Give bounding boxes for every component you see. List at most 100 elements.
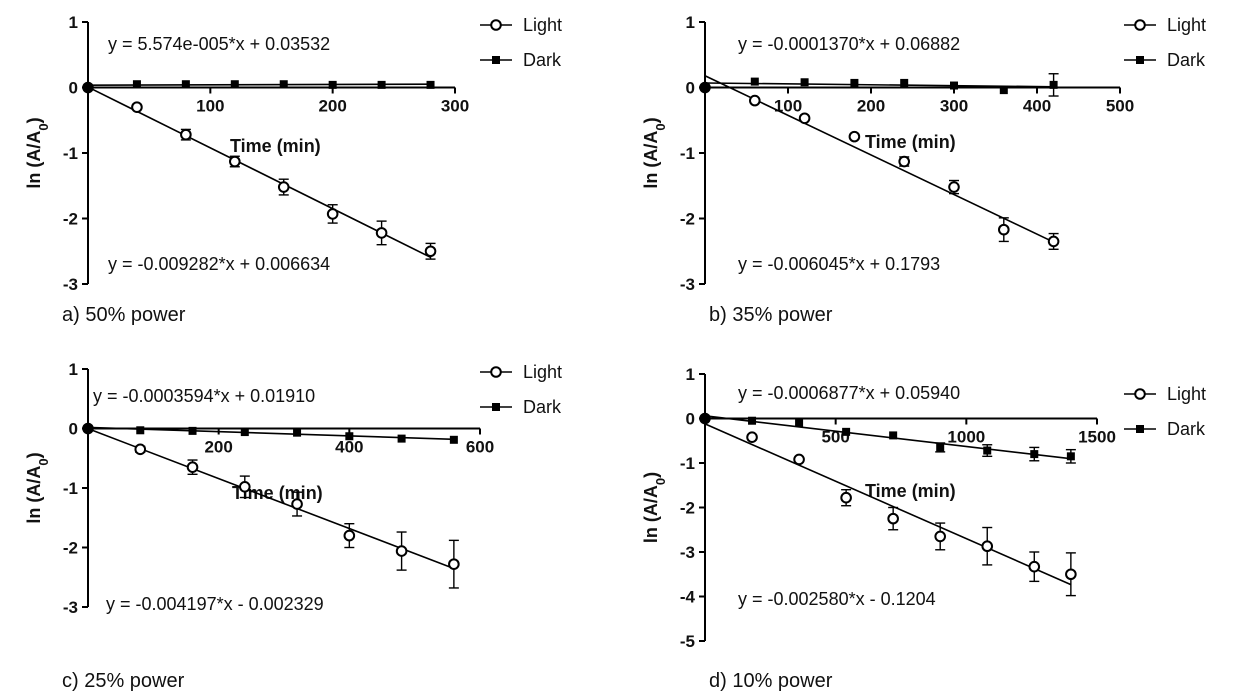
x-tick-label-a: 100 [196, 97, 224, 116]
data-point-light-d [746, 431, 758, 443]
data-point-light-b [1047, 235, 1060, 248]
data-point-light-a [131, 101, 143, 113]
x-tick-label-b: 300 [940, 97, 968, 116]
data-point-dark-a [377, 80, 386, 89]
y-tick-label-d: -1 [680, 454, 695, 473]
data-point-dark-b [750, 77, 759, 86]
x-tick-label-d: 1000 [947, 428, 985, 447]
data-point-light-c [239, 481, 251, 493]
data-point-dark-c [240, 428, 249, 437]
chart-panel-c: 1 0 -1 -2 -3 200 400 600 Time (min) ln (A/A0) y = … [0, 347, 617, 694]
y-tick-label-d: 1 [686, 365, 695, 384]
chart-caption-b: b) 35% power [709, 304, 833, 326]
data-point-light-d [887, 512, 899, 525]
y-tick-label-c: 0 [69, 420, 78, 439]
y-tick-label-b: 0 [686, 79, 695, 98]
y-tick-label-b: 1 [686, 13, 695, 32]
data-point-dark-a [230, 80, 239, 89]
data-point-dark-b [1049, 80, 1058, 89]
data-point-dark-b [900, 78, 909, 87]
x-tick-label-b: 500 [1106, 97, 1134, 116]
data-point-dark-d [1030, 450, 1039, 459]
data-point-dark-b [999, 86, 1008, 95]
chart-svg-c: 1 0 -1 -2 -3 200 400 600 Time (min) ln (A/A0) y = … [24, 360, 562, 617]
data-point-dark-d [842, 427, 851, 436]
legend-label-dark-c: Dark [523, 397, 562, 417]
x-tick-label-b: 400 [1023, 97, 1051, 116]
data-point-light-b [948, 181, 960, 193]
data-point-light-c [291, 498, 303, 510]
equation-dark-c: y = -0.0003594*x + 0.01910 [93, 386, 315, 406]
fit-line-light-c [87, 427, 455, 570]
fit-line-dark-c [87, 426, 454, 441]
x-tick-label-a: 200 [318, 97, 346, 116]
x-axis-label-c: Time (min) [232, 483, 323, 503]
y-tick-label-d: -3 [680, 543, 695, 562]
legend-label-light-c: Light [523, 362, 562, 382]
x-tick-label-c: 200 [204, 438, 232, 457]
data-point-dark-c [293, 428, 302, 437]
legend-item-light-a: Light [480, 15, 562, 35]
data-point-dark-a [328, 80, 337, 89]
data-point-dark-b [800, 78, 809, 87]
legend-label-light-a: Light [523, 15, 562, 35]
data-point-dark-c [449, 435, 458, 444]
y-tick-label-d: -4 [680, 588, 696, 607]
data-point-dark-c [345, 432, 354, 441]
x-tick-label-b: 200 [857, 97, 885, 116]
equation-dark-a: y = 5.574e-005*x + 0.03532 [108, 34, 330, 54]
legend-label-light-d: Light [1167, 384, 1206, 404]
legend-b: Light Dark [1124, 15, 1206, 70]
y-tick-label-c: -3 [63, 598, 78, 617]
data-point-light-b [998, 223, 1010, 236]
chart-svg-b: 1 0 -1 -2 -3 100 200 300 400 500 Time (min) ln (A/A… [641, 13, 1206, 294]
data-point-dark-c [188, 426, 197, 435]
y-tick-label-a: -1 [63, 144, 78, 163]
data-point-light-a [375, 227, 388, 239]
chart-svg-a: 1 0 -1 -2 -3 100 200 300 Time (min) ln (A/A0) y = … [24, 13, 562, 294]
data-point-dark-a [279, 80, 288, 89]
x-axis-label-b: Time (min) [865, 132, 956, 152]
y-axis-label-c: ln (A/A0) [24, 452, 51, 523]
data-point-dark-d [701, 414, 709, 423]
data-point-dark-d [889, 431, 898, 440]
fit-line-light-b [704, 75, 1054, 243]
data-point-light-c [134, 443, 147, 456]
data-point-dark-b [950, 81, 958, 90]
data-point-light-a [277, 181, 290, 193]
chart-panel-b: 1 0 -1 -2 -3 100 200 300 400 500 Time (min) ln (A/A… [617, 0, 1234, 347]
legend-label-dark-b: Dark [1167, 50, 1206, 70]
legend-item-dark-d: Dark [1124, 419, 1206, 439]
data-point-dark-a [426, 80, 435, 89]
legend-label-dark-d: Dark [1167, 419, 1206, 439]
data-point-light-b [798, 112, 811, 125]
x-axis-label-a: Time (min) [230, 136, 321, 156]
data-point-dark-c [84, 424, 92, 433]
data-point-dark-a [132, 80, 141, 89]
data-point-light-d [793, 453, 805, 466]
data-point-light-b [848, 130, 861, 143]
data-point-light-c [395, 545, 408, 557]
data-point-dark-d [936, 443, 945, 452]
legend-item-light-d: Light [1124, 384, 1206, 404]
data-point-dark-a [84, 83, 92, 92]
fit-line-dark-a [87, 83, 431, 86]
y-axis-label-b: ln (A/A0) [641, 117, 668, 188]
data-point-light-d [934, 530, 947, 543]
chart-caption-c: c) 25% power [62, 670, 185, 692]
data-point-light-d [1065, 568, 1077, 581]
data-point-light-c [186, 461, 199, 473]
equation-light-a: y = -0.009282*x + 0.006634 [108, 254, 330, 274]
fit-line-light-d [704, 423, 1072, 586]
legend-label-light-b: Light [1167, 15, 1206, 35]
chart-panel-a: 1 0 -1 -2 -3 100 200 300 Time (min) ln (A/A0) y = … [0, 0, 617, 347]
y-tick-label-c: -1 [63, 479, 78, 498]
y-tick-label-b: -3 [680, 275, 695, 294]
legend-item-dark-c: Dark [480, 397, 562, 417]
x-tick-label-d: 1500 [1078, 428, 1116, 447]
legend-d: Light Dark [1124, 384, 1206, 439]
data-point-light-b [749, 94, 761, 107]
data-point-light-a [326, 208, 339, 220]
y-tick-label-a: -3 [63, 275, 78, 294]
